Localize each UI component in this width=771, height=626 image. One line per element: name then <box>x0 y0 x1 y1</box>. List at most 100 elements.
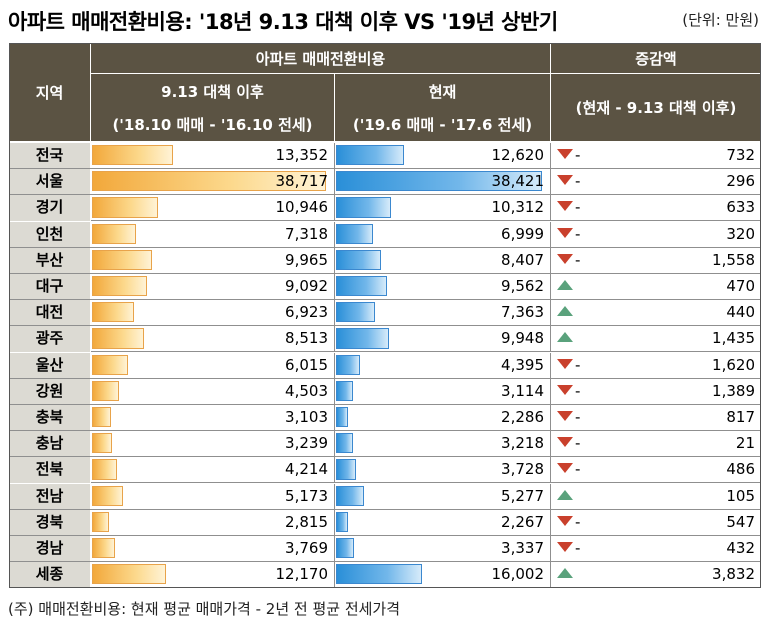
after913-cell: 6,923 <box>91 300 335 326</box>
current-value: 5,277 <box>501 486 544 505</box>
change-sign: - <box>575 172 581 191</box>
after913-cell: 13,352 <box>91 143 335 169</box>
region-cell: 울산 <box>9 352 91 378</box>
change-sign: - <box>575 224 581 243</box>
after913-bar <box>92 223 137 244</box>
header-current: 현재 <box>335 74 551 108</box>
after913-bar <box>92 354 129 375</box>
after913-bar <box>92 380 120 401</box>
after913-value: 6,015 <box>285 355 328 374</box>
after913-value: 4,503 <box>285 381 328 400</box>
change-value: 486 <box>726 460 755 479</box>
triangle-down-icon <box>557 175 573 186</box>
change-cell: - 296 <box>551 169 761 194</box>
current-value: 3,337 <box>501 539 544 557</box>
after913-value: 2,815 <box>285 512 328 531</box>
header-change: 증감액 <box>551 43 761 74</box>
current-bar <box>336 302 376 323</box>
change-value: 21 <box>735 434 755 453</box>
region-cell: 광주 <box>9 326 91 352</box>
after913-cell: 3,103 <box>91 405 335 431</box>
table-row: 강원 4,503 3,114 - 1,389 <box>9 378 761 405</box>
after913-bar <box>92 564 166 585</box>
page-title: 아파트 매매전환비용: '18년 9.13 대책 이후 VS '19년 상반기 <box>8 10 558 34</box>
current-cell: 3,218 <box>335 431 551 457</box>
change-cell: 470 <box>551 274 761 299</box>
current-bar <box>336 511 349 532</box>
after913-value: 3,103 <box>285 408 328 426</box>
triangle-up-icon <box>557 489 573 500</box>
table-row: 서울 38,717 38,421 - 296 <box>9 169 761 196</box>
after913-cell: 5,173 <box>91 483 335 509</box>
after913-cell: 10,946 <box>91 195 335 221</box>
change-cell: 1,435 <box>551 326 761 351</box>
table-row: 울산 6,015 4,395 - 1,620 <box>9 352 761 379</box>
footnote: (주) 매매전환비용: 현재 평균 매매가격 - 2년 전 평균 전세가격 <box>8 600 401 618</box>
region-cell: 세종 <box>9 562 91 588</box>
after913-cell: 9,092 <box>91 274 335 300</box>
after913-value: 12,170 <box>275 565 329 584</box>
change-value: 470 <box>726 277 755 295</box>
triangle-down-icon <box>557 149 573 159</box>
change-value: 3,832 <box>712 565 755 584</box>
change-value: 732 <box>726 146 755 164</box>
after913-cell: 3,769 <box>91 536 335 562</box>
change-sign: - <box>575 198 581 217</box>
change-value: 440 <box>726 303 755 322</box>
change-cell: - 732 <box>551 143 761 168</box>
table-row: 경기 10,946 10,312 - 633 <box>9 195 761 222</box>
current-value: 16,002 <box>491 565 545 584</box>
current-bar <box>336 171 542 192</box>
triangle-down-icon <box>557 358 573 369</box>
current-bar <box>336 459 356 480</box>
region-cell: 경북 <box>9 509 91 535</box>
change-value: 432 <box>726 539 755 557</box>
current-value: 3,728 <box>501 460 544 479</box>
table-row: 부산 9,965 8,407 - 1,558 <box>9 247 761 274</box>
current-value: 9,562 <box>501 277 544 295</box>
change-cell: - 21 <box>551 431 761 456</box>
after913-bar <box>92 171 327 192</box>
current-bar <box>336 145 404 166</box>
after913-value: 8,513 <box>285 329 328 348</box>
current-bar <box>336 433 354 454</box>
table-row: 전국 13,352 12,620 - 732 <box>9 143 761 169</box>
after913-cell: 3,239 <box>91 431 335 457</box>
table-row: 인천 7,318 6,999 - 320 <box>9 221 761 248</box>
after913-cell: 2,815 <box>91 509 335 535</box>
current-cell: 8,407 <box>335 247 551 273</box>
after913-value: 9,092 <box>285 277 328 295</box>
triangle-down-icon <box>557 515 573 526</box>
change-cell: 440 <box>551 300 761 325</box>
region-cell: 대구 <box>9 274 91 300</box>
change-cell: - 1,620 <box>551 353 761 378</box>
current-cell: 38,421 <box>335 169 551 195</box>
after913-value: 9,965 <box>285 250 328 269</box>
triangle-down-icon <box>557 437 573 448</box>
after913-value: 6,923 <box>285 303 328 322</box>
table-row: 충남 3,239 3,218 - 21 <box>9 431 761 458</box>
header-current-sub: ('19.6 매매 - '17.6 전세) <box>335 108 551 142</box>
after913-bar <box>92 459 118 480</box>
region-cell: 전북 <box>9 457 91 483</box>
change-cell: 105 <box>551 484 761 509</box>
table-row: 대구 9,092 9,562 470 <box>9 274 761 300</box>
change-value: 320 <box>726 224 755 243</box>
after913-value: 7,318 <box>285 224 328 243</box>
triangle-up-icon <box>557 306 573 317</box>
after913-cell: 7,318 <box>91 221 335 247</box>
triangle-down-icon <box>557 411 573 421</box>
region-cell: 부산 <box>9 247 91 273</box>
current-cell: 6,999 <box>335 221 551 247</box>
change-sign: - <box>575 512 581 531</box>
after913-bar <box>92 433 112 454</box>
unit-label: (단위: 만원) <box>682 11 759 29</box>
region-cell: 강원 <box>9 378 91 404</box>
table-row: 세종 12,170 16,002 3,832 <box>9 562 761 589</box>
current-value: 7,363 <box>501 303 544 322</box>
current-value: 2,286 <box>501 408 544 426</box>
change-cell: 3,832 <box>551 562 761 587</box>
region-cell: 경기 <box>9 195 91 221</box>
after913-bar <box>92 538 115 559</box>
after913-bar <box>92 197 159 218</box>
